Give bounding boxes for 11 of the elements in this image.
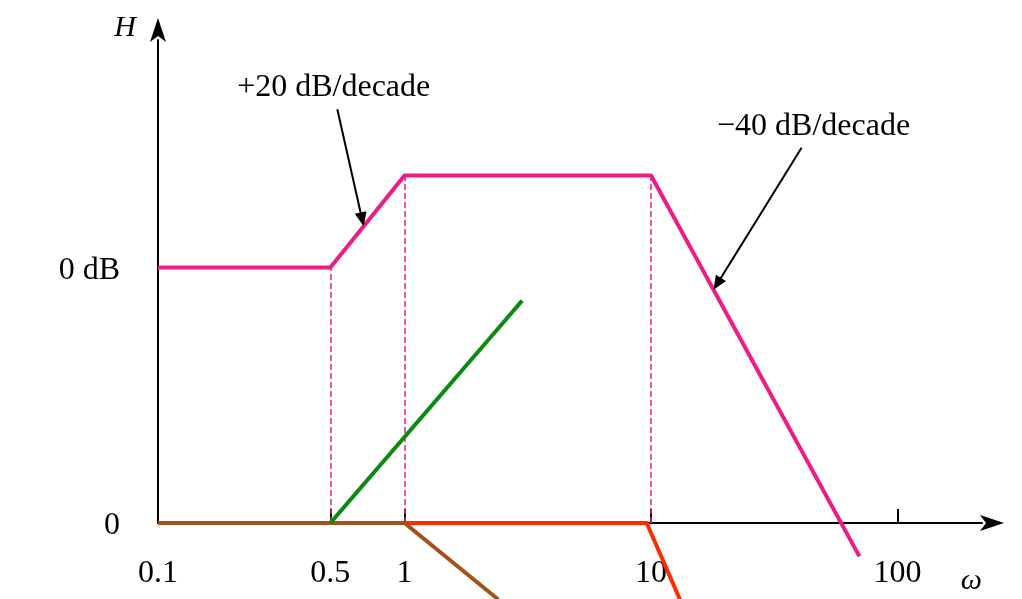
x-tick-label: 10 [635, 553, 668, 589]
x-tick-label: 100 [873, 553, 922, 589]
text: +20 dB/decade [237, 67, 431, 104]
text: 0 dB [58, 249, 120, 286]
x-axis-title: ω [960, 561, 982, 595]
text: 0 [104, 505, 120, 541]
x-tick-label: 0.1 [138, 553, 178, 589]
x-tick-label: 1 [396, 553, 413, 589]
text: −40 dB/decade [717, 105, 911, 142]
x-tick-label: 0.5 [310, 553, 351, 589]
y-axis-title: H [113, 8, 139, 42]
